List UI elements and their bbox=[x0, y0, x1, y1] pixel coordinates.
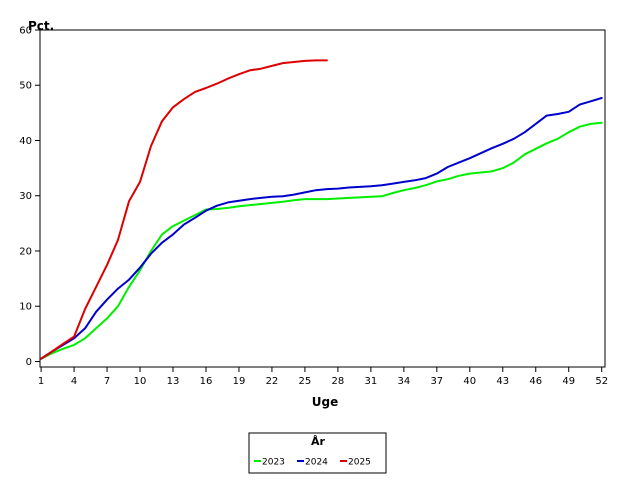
y-tick-label: 60 bbox=[19, 26, 32, 37]
x-tick-label: 46 bbox=[529, 376, 542, 387]
y-tick-label: 0 bbox=[26, 357, 32, 368]
x-tick-label: 7 bbox=[104, 376, 110, 387]
y-tick-label: 10 bbox=[19, 302, 32, 313]
series-layer bbox=[40, 59, 603, 360]
x-tick-label: 52 bbox=[595, 376, 608, 387]
x-axis: 1 4 7 10 13 16 19 22 25 28 31 34 37 40 43 46 49 52 bbox=[38, 367, 608, 387]
x-tick-label: 34 bbox=[397, 376, 410, 387]
y-axis-title: Pct. bbox=[28, 19, 54, 33]
x-tick-label: 4 bbox=[71, 376, 77, 387]
legend-box bbox=[248, 432, 387, 474]
y-tick-label: 40 bbox=[19, 136, 32, 147]
plot-frame bbox=[39, 29, 606, 368]
legend-label-2025: 2025 bbox=[348, 458, 371, 468]
x-tick-label: 28 bbox=[332, 376, 345, 387]
legend: År 2023 2024 2025 bbox=[248, 432, 387, 474]
x-tick-label: 13 bbox=[167, 376, 180, 387]
y-tick-label: 50 bbox=[19, 81, 32, 92]
x-tick-label: 37 bbox=[430, 376, 443, 387]
x-tick-label: 10 bbox=[134, 376, 147, 387]
y-tick-label: 30 bbox=[19, 191, 32, 202]
x-tick-label: 19 bbox=[233, 376, 246, 387]
x-axis-title: Uge bbox=[312, 395, 338, 409]
legend-title: År bbox=[311, 435, 326, 448]
legend-label-2024: 2024 bbox=[305, 458, 328, 468]
x-tick-label: 31 bbox=[364, 376, 377, 387]
series-line-2025 bbox=[40, 59, 328, 360]
x-tick-label: 16 bbox=[200, 376, 213, 387]
x-tick-label: 49 bbox=[562, 376, 575, 387]
series-line-2024 bbox=[40, 97, 603, 360]
legend-label-2023: 2023 bbox=[262, 458, 285, 468]
series-line-2023 bbox=[40, 121, 603, 360]
x-tick-label: 1 bbox=[38, 376, 44, 387]
x-tick-label: 40 bbox=[463, 376, 476, 387]
x-tick-label: 25 bbox=[299, 376, 312, 387]
x-tick-label: 22 bbox=[266, 376, 279, 387]
y-tick-label: 20 bbox=[19, 246, 32, 257]
x-tick-label: 43 bbox=[496, 376, 509, 387]
y-axis: 0 10 20 30 40 50 60 bbox=[19, 26, 40, 368]
